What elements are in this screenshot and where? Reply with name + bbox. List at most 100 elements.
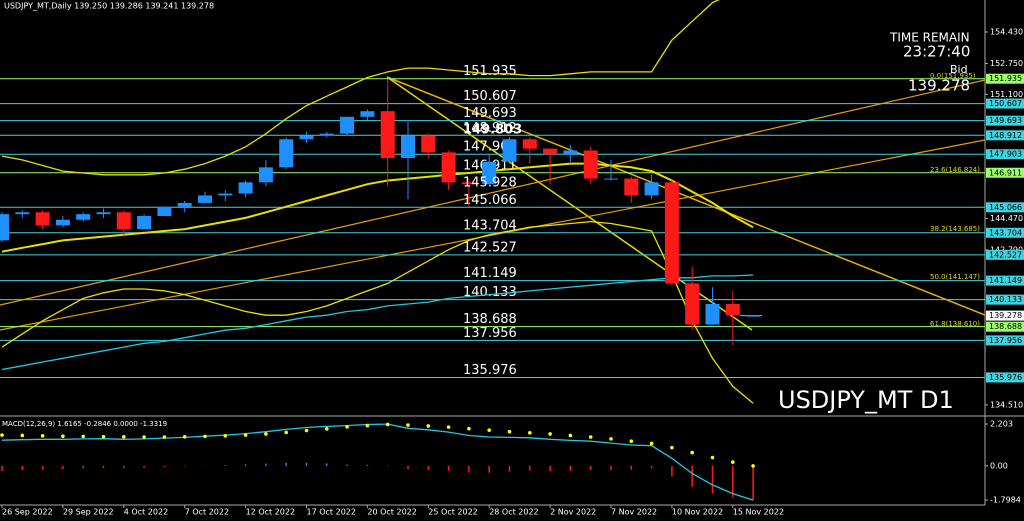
level-label: 145.066 [463,193,517,208]
bid-price-box [986,310,1024,321]
level-price: 150.607 [989,99,1022,108]
y-tick-label: 151.100 [990,90,1023,99]
level-price: 147.903 [989,150,1022,159]
level-price-box [986,167,1024,178]
trend-line [0,139,985,331]
indicator-line [1,274,754,371]
macd-tick-label: 2.203 [990,420,1013,429]
macd-signal-dot [122,435,126,439]
candle-body [705,303,720,325]
macd-signal-dot [101,434,106,439]
macd-signal-dot [61,434,65,439]
level-price: 140.133 [989,295,1022,304]
macd-title: MACD(12,26,9) 1.6165 -0.2846 0.0000 -1.3… [2,420,167,428]
candle-body [157,206,172,217]
level-price: 148.912 [989,131,1022,140]
time-remain-label: TIME REMAIN [889,31,970,45]
candle-body [238,182,253,194]
candle-body [421,135,436,153]
level-price: 138.688 [989,322,1022,331]
level-price: 142.527 [989,250,1022,259]
level-price-box [986,335,1024,346]
candle-body [340,116,355,134]
macd-signal-dot [731,460,735,464]
macd-tick-label: 0.00 [990,461,1008,470]
candle-body [360,111,375,117]
candle-body [380,111,395,158]
candle-body [35,212,50,226]
candle-body [15,212,30,215]
candle-body [96,212,111,215]
annotation: 149.803 [463,123,522,138]
candle-body [0,214,9,241]
macd-signal-dot [385,422,390,427]
level-label: 150.607 [463,89,517,104]
y-tick-label: 134.510 [990,400,1023,409]
candle-body [563,150,578,155]
x-tick-label: 25 Oct 2022 [428,508,477,517]
chart-title: USDJPY_MT,Daily 139.250 139.286 139.241 … [4,2,214,11]
macd-signal-dot [588,435,593,439]
macd-signal-dot [142,435,146,439]
macd-signal-dot [284,430,289,435]
macd-signal-dot [243,433,248,437]
candle-body [198,195,212,203]
y-tick-label: 154.430 [990,28,1023,37]
y-tick-label: 152.750 [990,59,1023,68]
level-label: 142.527 [463,240,517,255]
candle-body [116,212,131,230]
x-tick-label: 12 Oct 2022 [246,508,295,517]
candle-body [137,216,152,230]
macd-signal-dot [690,450,694,455]
level-price: 149.693 [989,116,1022,125]
bid-price: 139.278 [989,311,1022,320]
bid-value: 139.278 [908,77,970,95]
macd-signal-dot [304,428,309,433]
trend-line [386,76,985,316]
level-price-box [986,130,1024,141]
watermark: USDJPY_MT D1 [778,386,954,414]
candles [0,79,761,346]
candle-body [482,161,497,185]
macd-signal-dot [710,455,715,460]
macd-signal-dot [487,428,492,432]
candle-body [401,135,415,158]
macd-signal-dot [406,423,410,427]
level-price: 141.149 [989,276,1022,285]
fib-label: 61.8(138.610) [930,320,980,328]
x-tick-label: 15 Nov 2022 [733,508,784,517]
level-label: 138.688 [463,312,517,327]
macd-signal-dot [426,424,431,428]
x-tick-label: 17 Oct 2022 [307,508,356,517]
candle-body [218,193,233,196]
level-label: 151.935 [463,64,517,79]
macd-signal-dot [264,432,268,436]
macd-line [1,423,754,501]
level-price-box [986,372,1024,383]
candle-body [461,182,476,185]
level-price-box [986,98,1024,109]
labels: 154.430152.750151.100144.470142.790134.5… [1,28,1024,517]
fib-label: 50.0(141.147) [930,273,980,281]
level-price-box [986,73,1024,84]
macd-signal-dot [365,423,370,428]
level-price: 137.956 [989,336,1022,345]
level-price-box [986,115,1024,126]
fib-label: 23.6(146.824) [930,166,980,174]
bid-label: Bid [950,63,968,76]
macd-signal-dot [609,437,613,441]
annotation: 145.928 [463,176,517,191]
x-tick-label: 28 Oct 2022 [489,508,538,517]
macd-signal-dot [203,434,207,439]
x-tick-label: 20 Oct 2022 [367,508,416,517]
macd-signal-dot [223,434,228,438]
macd-signal-dot [81,434,85,439]
x-tick-label: 4 Oct 2022 [124,508,168,517]
level-label: 141.149 [463,266,517,281]
level-price-box [986,227,1024,238]
overlays [1,0,754,404]
candle-body [725,303,740,316]
fib-label: 38.2(143.685) [930,225,980,233]
candle-body [177,202,192,207]
